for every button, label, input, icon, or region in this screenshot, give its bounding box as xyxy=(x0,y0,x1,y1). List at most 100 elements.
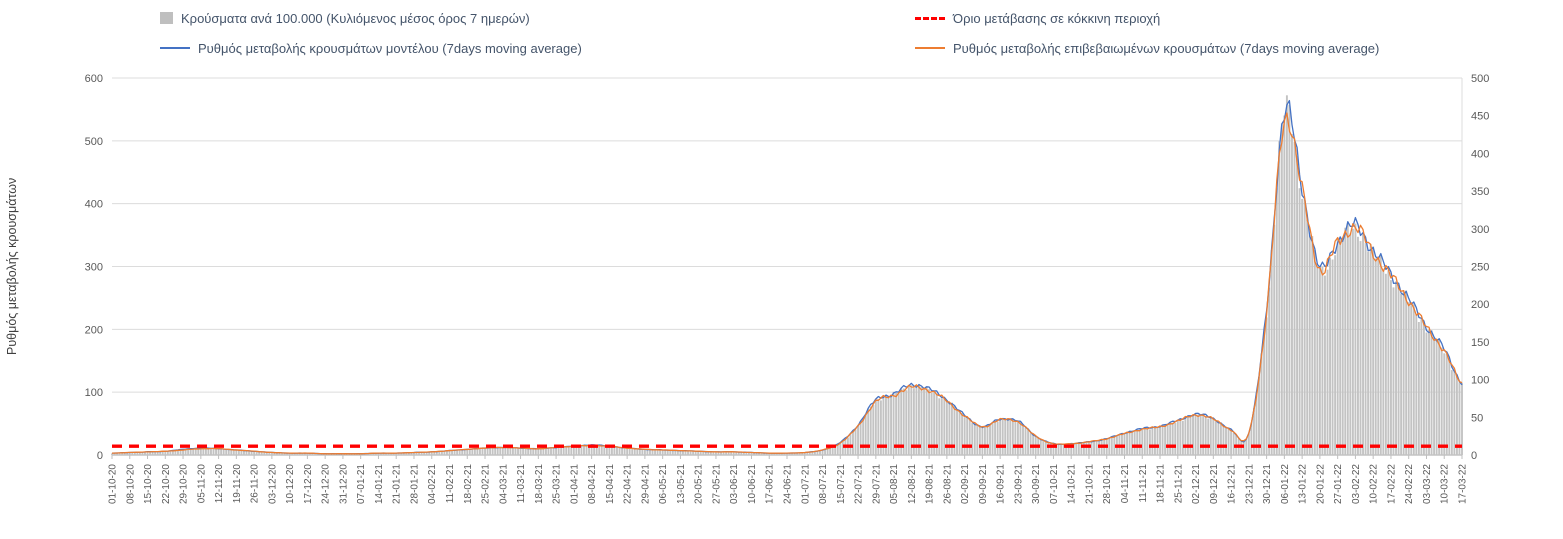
svg-text:26-11-20: 26-11-20 xyxy=(250,464,261,504)
svg-text:20-05-21: 20-05-21 xyxy=(694,464,705,504)
svg-text:16-09-21: 16-09-21 xyxy=(996,464,1007,504)
svg-text:02-09-21: 02-09-21 xyxy=(960,464,971,504)
svg-text:24-12-20: 24-12-20 xyxy=(321,464,332,504)
svg-text:50: 50 xyxy=(1471,412,1483,424)
svg-text:200: 200 xyxy=(85,324,103,336)
svg-text:24-02-22: 24-02-22 xyxy=(1404,464,1415,504)
svg-text:21-01-21: 21-01-21 xyxy=(392,464,403,504)
legend-item-model: Ρυθμός μεταβολής κρουσμάτων μοντέλου (7d… xyxy=(160,39,582,57)
svg-text:100: 100 xyxy=(1471,375,1489,387)
svg-text:05-11-20: 05-11-20 xyxy=(196,464,207,504)
x-axis-labels: 01-10-20 08-10-20 15-10-20 22-10-20 29-10-20… xyxy=(108,455,1469,504)
svg-text:17-06-21: 17-06-21 xyxy=(765,464,776,504)
svg-text:250: 250 xyxy=(1471,262,1489,274)
svg-text:10-03-22: 10-03-22 xyxy=(1440,464,1451,504)
svg-text:10-02-22: 10-02-22 xyxy=(1369,464,1380,504)
svg-text:18-02-21: 18-02-21 xyxy=(463,464,474,504)
blue-line-icon xyxy=(160,47,190,49)
svg-text:03-03-22: 03-03-22 xyxy=(1422,464,1433,504)
legend-label-bars: Κρούσματα ανά 100.000 (Κυλιόμενος μέσος … xyxy=(181,10,530,26)
legend-item-threshold: Όριο μετάβασης σε κόκκινη περιοχή xyxy=(915,9,1160,27)
svg-text:19-08-21: 19-08-21 xyxy=(925,464,936,504)
svg-text:09-12-21: 09-12-21 xyxy=(1209,464,1220,504)
svg-text:14-10-21: 14-10-21 xyxy=(1067,464,1078,504)
svg-text:03-02-22: 03-02-22 xyxy=(1351,464,1362,504)
svg-text:29-07-21: 29-07-21 xyxy=(871,464,882,504)
svg-text:11-02-21: 11-02-21 xyxy=(445,464,456,504)
svg-text:04-02-21: 04-02-21 xyxy=(427,464,438,504)
svg-text:15-07-21: 15-07-21 xyxy=(836,464,847,504)
bars-swatch-icon xyxy=(160,12,173,24)
svg-text:350: 350 xyxy=(1471,186,1489,198)
svg-text:0: 0 xyxy=(97,450,103,462)
svg-text:150: 150 xyxy=(1471,337,1489,349)
svg-text:100: 100 xyxy=(85,387,103,399)
svg-text:12-11-20: 12-11-20 xyxy=(214,464,225,504)
svg-text:21-10-21: 21-10-21 xyxy=(1085,464,1096,504)
svg-text:02-12-21: 02-12-21 xyxy=(1191,464,1202,504)
svg-text:16-12-21: 16-12-21 xyxy=(1227,464,1238,504)
svg-text:400: 400 xyxy=(1471,148,1489,160)
svg-text:29-04-21: 29-04-21 xyxy=(640,464,651,504)
svg-text:06-01-22: 06-01-22 xyxy=(1280,464,1291,504)
svg-text:19-11-20: 19-11-20 xyxy=(232,464,243,504)
svg-text:300: 300 xyxy=(1471,224,1489,236)
svg-text:05-08-21: 05-08-21 xyxy=(889,464,900,504)
svg-text:08-10-20: 08-10-20 xyxy=(125,464,136,504)
svg-text:10-06-21: 10-06-21 xyxy=(747,464,758,504)
svg-text:450: 450 xyxy=(1471,111,1489,123)
svg-text:25-03-21: 25-03-21 xyxy=(552,464,563,504)
y-axis-labels-left: 0 100 200 300 400 500 600 xyxy=(85,73,103,462)
svg-text:22-10-20: 22-10-20 xyxy=(161,464,172,504)
svg-text:14-01-21: 14-01-21 xyxy=(374,464,385,504)
svg-text:15-10-20: 15-10-20 xyxy=(143,464,154,504)
svg-text:27-01-22: 27-01-22 xyxy=(1333,464,1344,504)
svg-text:600: 600 xyxy=(85,73,103,85)
svg-text:22-07-21: 22-07-21 xyxy=(854,464,865,504)
svg-text:08-07-21: 08-07-21 xyxy=(818,464,829,504)
svg-text:09-09-21: 09-09-21 xyxy=(978,464,989,504)
svg-text:13-01-22: 13-01-22 xyxy=(1298,464,1309,504)
svg-text:08-04-21: 08-04-21 xyxy=(587,464,598,504)
svg-text:500: 500 xyxy=(1471,73,1489,85)
svg-text:23-12-21: 23-12-21 xyxy=(1244,464,1255,504)
svg-text:26-08-21: 26-08-21 xyxy=(942,464,953,504)
svg-text:17-03-22: 17-03-22 xyxy=(1458,464,1469,504)
svg-text:20-01-22: 20-01-22 xyxy=(1315,464,1326,504)
svg-text:13-05-21: 13-05-21 xyxy=(676,464,687,504)
svg-text:18-03-21: 18-03-21 xyxy=(534,464,545,504)
svg-text:31-12-20: 31-12-20 xyxy=(338,464,349,504)
svg-text:01-04-21: 01-04-21 xyxy=(569,464,580,504)
svg-text:11-03-21: 11-03-21 xyxy=(516,464,527,504)
svg-text:06-05-21: 06-05-21 xyxy=(658,464,669,504)
svg-text:18-11-21: 18-11-21 xyxy=(1156,464,1167,504)
svg-text:07-01-21: 07-01-21 xyxy=(356,464,367,504)
svg-text:27-05-21: 27-05-21 xyxy=(711,464,722,504)
svg-text:0: 0 xyxy=(1471,450,1477,462)
orange-line-icon xyxy=(915,47,945,49)
svg-text:29-10-20: 29-10-20 xyxy=(179,464,190,504)
y-axis-labels-right: 0 50 100 150 200 250 300 350 400 450 500 xyxy=(1471,73,1489,462)
svg-text:03-12-20: 03-12-20 xyxy=(267,464,278,504)
svg-text:25-02-21: 25-02-21 xyxy=(481,464,492,504)
svg-text:400: 400 xyxy=(85,199,103,211)
svg-text:28-10-21: 28-10-21 xyxy=(1102,464,1113,504)
svg-text:30-12-21: 30-12-21 xyxy=(1262,464,1273,504)
svg-text:24-06-21: 24-06-21 xyxy=(783,464,794,504)
svg-text:07-10-21: 07-10-21 xyxy=(1049,464,1060,504)
svg-text:300: 300 xyxy=(85,262,103,274)
svg-text:01-07-21: 01-07-21 xyxy=(800,464,811,504)
svg-text:11-11-21: 11-11-21 xyxy=(1138,464,1149,503)
svg-text:17-02-22: 17-02-22 xyxy=(1386,464,1397,504)
bars-series xyxy=(111,95,1463,456)
svg-text:23-09-21: 23-09-21 xyxy=(1013,464,1024,504)
svg-text:30-09-21: 30-09-21 xyxy=(1031,464,1042,504)
svg-text:28-01-21: 28-01-21 xyxy=(410,464,421,504)
confirmed-line xyxy=(112,112,1463,455)
legend-label-model: Ρυθμός μεταβολής κρουσμάτων μοντέλου (7d… xyxy=(198,40,582,56)
red-dashed-line-icon xyxy=(915,16,945,20)
svg-text:17-12-20: 17-12-20 xyxy=(303,464,314,504)
svg-text:25-11-21: 25-11-21 xyxy=(1173,464,1184,504)
